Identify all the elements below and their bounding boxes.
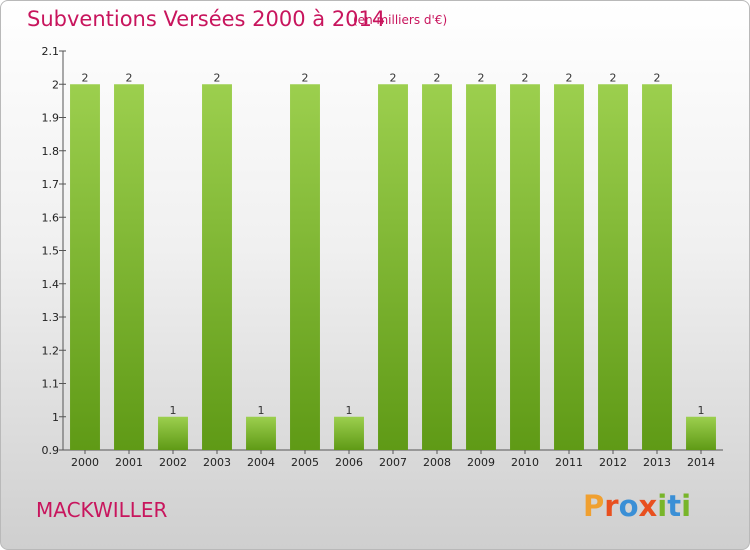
- data-label-2007: 2: [390, 71, 397, 84]
- logo-letter: i: [657, 489, 668, 523]
- y-tick-label: 1.4: [42, 278, 60, 291]
- data-label-2008: 2: [434, 71, 441, 84]
- data-label-2000: 2: [82, 71, 89, 84]
- x-tick-label-2007: 2007: [379, 456, 407, 469]
- data-label-2003: 2: [214, 71, 221, 84]
- data-label-2004: 1: [258, 404, 265, 417]
- bar-2013: [642, 84, 672, 450]
- x-tick-label-2002: 2002: [159, 456, 187, 469]
- y-tick-label: 1.2: [42, 344, 60, 357]
- bar-2001: [114, 84, 144, 450]
- y-tick-label: 1.6: [42, 211, 60, 224]
- x-tick-label-2012: 2012: [599, 456, 627, 469]
- bar-2012: [598, 84, 628, 450]
- commune-name: MACKWILLER: [36, 498, 168, 522]
- y-tick-label: 1.7: [42, 178, 60, 191]
- bar-2006: [334, 416, 364, 450]
- data-label-2006: 1: [346, 404, 353, 417]
- bar-2008: [422, 84, 452, 450]
- y-tick-label: 2.1: [42, 45, 60, 58]
- bar-2011: [554, 84, 584, 450]
- bar-2009: [466, 84, 496, 450]
- x-tick-label-2000: 2000: [71, 456, 99, 469]
- y-tick-label: 1.8: [42, 145, 60, 158]
- data-label-2001: 2: [126, 71, 133, 84]
- data-label-2011: 2: [566, 71, 573, 84]
- bar-2003: [202, 84, 232, 450]
- chart-title: Subventions Versées 2000 à 2014: [27, 7, 386, 31]
- bar-2002: [158, 416, 188, 450]
- x-tick-label-2006: 2006: [335, 456, 363, 469]
- bar-2014: [686, 416, 716, 450]
- proxiti-logo: Proxiti: [583, 489, 691, 523]
- bar-2010: [510, 84, 540, 450]
- x-tick-label-2004: 2004: [247, 456, 275, 469]
- y-tick-label: 1.1: [42, 378, 60, 391]
- x-tick-label-2009: 2009: [467, 456, 495, 469]
- x-tick-label-2008: 2008: [423, 456, 451, 469]
- bar-2005: [290, 84, 320, 450]
- x-tick-label-2011: 2011: [555, 456, 583, 469]
- y-tick-label: 2: [52, 78, 59, 91]
- data-labels: 2 2 1 2 1 2 1 2 2 2 2 2 2 2 1: [82, 71, 705, 417]
- x-tick-label-2014: 2014: [687, 456, 715, 469]
- x-tick-label-2005: 2005: [291, 456, 319, 469]
- y-tick-label: 1.3: [42, 311, 60, 324]
- data-label-2005: 2: [302, 71, 309, 84]
- y-tick-label: 0.9: [42, 444, 60, 457]
- y-tick-label: 1.9: [42, 112, 60, 125]
- chart-unit: (en milliers d'€): [353, 13, 448, 27]
- data-label-2013: 2: [654, 71, 661, 84]
- logo-letter: t: [667, 489, 682, 523]
- logo-letter: x: [638, 489, 658, 523]
- logo-letter: o: [618, 489, 639, 523]
- data-label-2010: 2: [522, 71, 529, 84]
- y-tick-label: 1: [52, 411, 59, 424]
- bar-2000: [70, 84, 100, 450]
- data-label-2009: 2: [478, 71, 485, 84]
- logo-letter: P: [583, 489, 605, 523]
- bar-2007: [378, 84, 408, 450]
- bar-2004: [246, 416, 276, 450]
- bars: [70, 84, 716, 450]
- x-tick-label-2013: 2013: [643, 456, 671, 469]
- logo-letter: i: [681, 489, 692, 523]
- x-tick-label-2001: 2001: [115, 456, 143, 469]
- x-tick-label-2010: 2010: [511, 456, 539, 469]
- y-tick-label: 1.5: [42, 245, 60, 258]
- x-tick-label-2003: 2003: [203, 456, 231, 469]
- data-label-2014: 1: [698, 404, 705, 417]
- logo-letter: r: [604, 489, 619, 523]
- data-label-2012: 2: [610, 71, 617, 84]
- data-label-2002: 1: [170, 404, 177, 417]
